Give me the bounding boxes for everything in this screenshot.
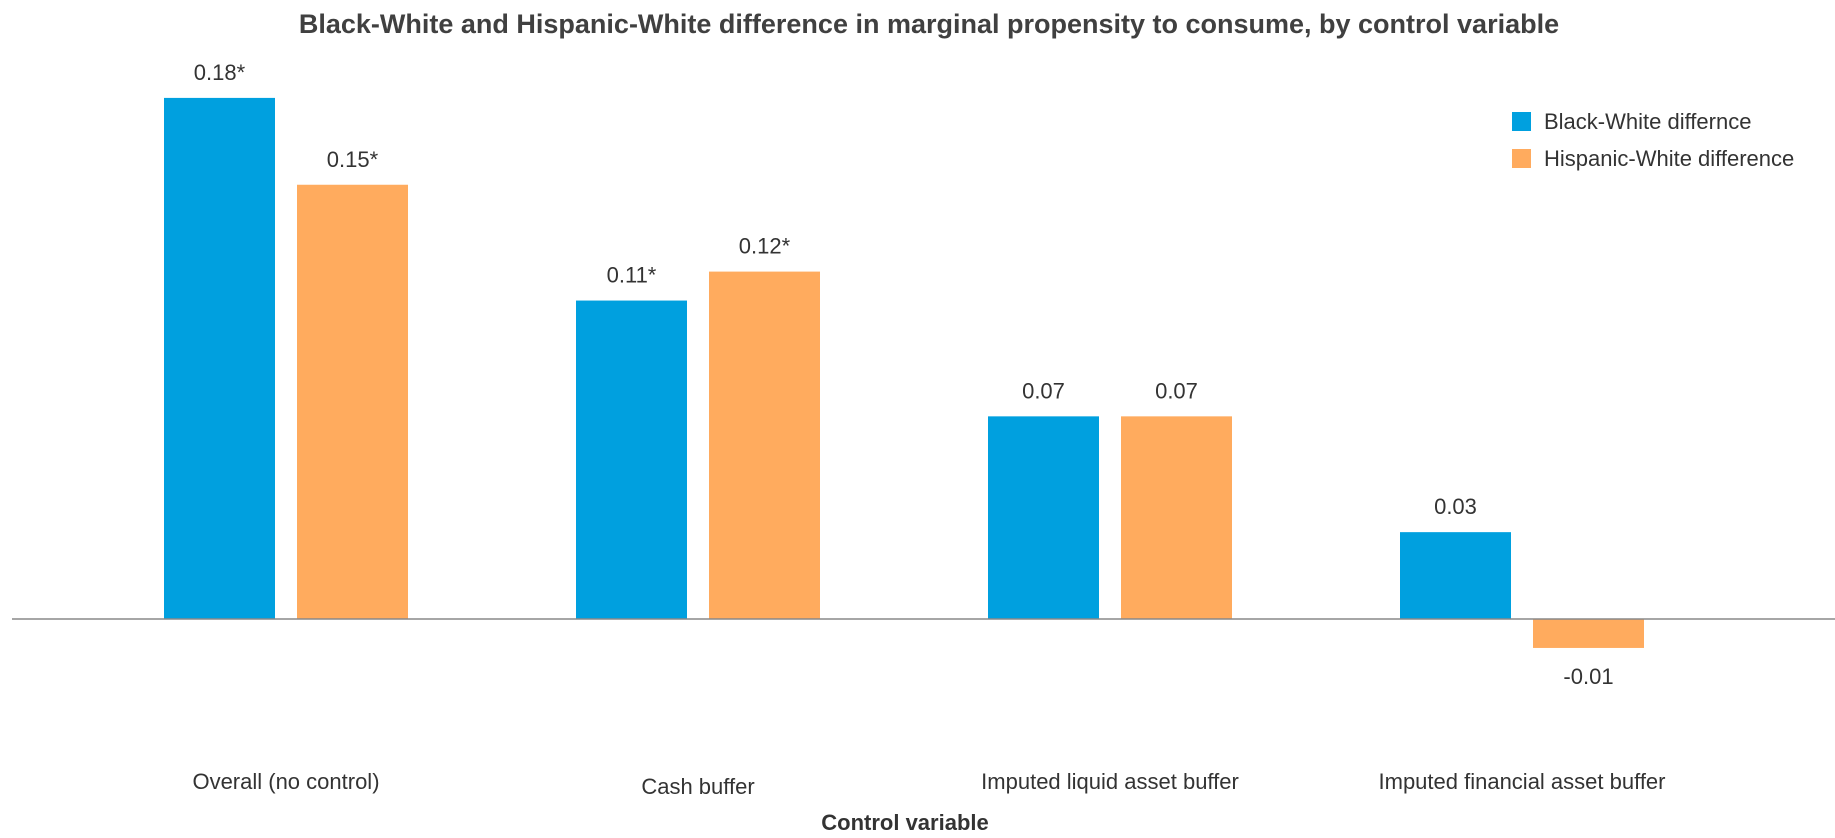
- x-tick-label-4: Imputed financial asset buffer: [1379, 769, 1666, 794]
- value-label-black-white-2: 0.11*: [607, 263, 657, 288]
- bar-black-white-1: [164, 97, 275, 619]
- bar-black-white-2: [576, 300, 687, 619]
- x-tick-label-2: Cash buffer: [641, 774, 754, 799]
- value-label-hispanic-white-1: 0.15*: [327, 147, 379, 172]
- legend-label-hispanic-white: Hispanic-White difference: [1544, 146, 1794, 171]
- chart-title: Black-White and Hispanic-White differenc…: [299, 9, 1559, 39]
- legend: Black-White differnce Hispanic-White diff…: [1512, 109, 1794, 171]
- legend-label-black-white: Black-White differnce: [1544, 109, 1751, 134]
- x-tick-label-1: Overall (no control): [192, 769, 379, 794]
- value-labels-group: 0.18* 0.15* 0.11* 0.12* 0.07 0.07 0.03 -0.01: [194, 60, 1614, 689]
- bar-hispanic-white-2: [709, 271, 820, 619]
- value-label-hispanic-white-4: -0.01: [1563, 664, 1613, 689]
- value-label-hispanic-white-3: 0.07: [1155, 378, 1198, 403]
- x-tick-label-3: Imputed liquid asset buffer: [981, 769, 1239, 794]
- bar-hispanic-white-4: [1533, 619, 1644, 648]
- bar-hispanic-white-3: [1121, 416, 1232, 619]
- bar-hispanic-white-1: [297, 184, 408, 619]
- bars-group: [164, 97, 1644, 648]
- x-tick-labels-group: Overall (no control) Cash buffer Imputed l…: [192, 769, 1665, 799]
- legend-swatch-black-white: [1512, 112, 1531, 131]
- bar-black-white-3: [988, 416, 1099, 619]
- value-label-black-white-4: 0.03: [1434, 494, 1477, 519]
- legend-swatch-hispanic-white: [1512, 149, 1531, 168]
- bar-black-white-4: [1400, 532, 1511, 619]
- value-label-black-white-3: 0.07: [1022, 378, 1065, 403]
- x-axis-title: Control variable: [821, 810, 988, 835]
- value-label-black-white-1: 0.18*: [194, 60, 246, 85]
- value-label-hispanic-white-2: 0.12*: [739, 234, 791, 259]
